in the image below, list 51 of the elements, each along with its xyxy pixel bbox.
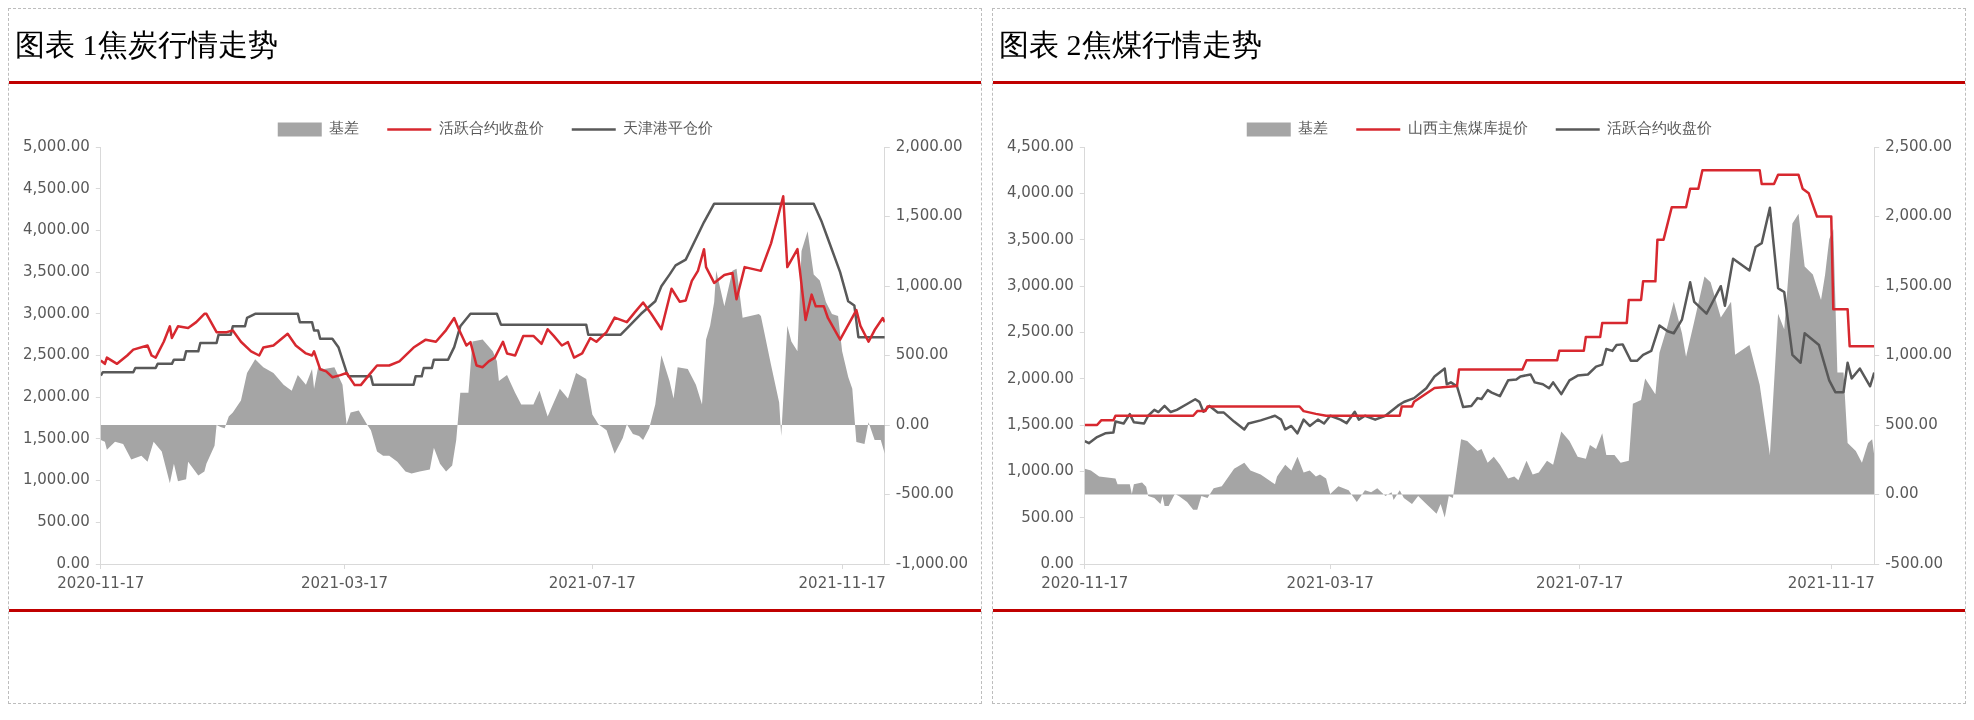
y-tick-label: 1,000.00 [1007,461,1074,480]
chart-title: 图表 2焦煤行情走势 [998,26,1263,63]
y-tick-label: 0.00 [1040,553,1074,572]
x-tick-label: 2021-07-17 [548,573,636,592]
y-tick-label: 4,000.00 [23,220,90,239]
legend-label: 基差 [1298,119,1329,138]
x-tick-label: 2021-07-17 [1536,573,1624,592]
y2-tick-label: 500.00 [1885,414,1938,433]
x-tick-label: 2021-11-17 [798,573,886,592]
y-tick-label: 4,000.00 [1007,183,1074,202]
y-tick-label: 0.00 [56,553,90,572]
x-tick-label: 2021-03-17 [1286,573,1374,592]
legend-label: 山西主焦煤库提价 [1407,119,1528,138]
x-tick-label: 2021-03-17 [300,573,389,592]
y-tick-label: 2,000.00 [1007,368,1074,387]
y-tick-label: 2,500.00 [23,345,90,364]
legend-label: 活跃合约收盘价 [1607,119,1713,138]
y-tick-label: 1,000.00 [23,470,90,489]
y-tick-label: 2,500.00 [1007,322,1074,341]
x-tick-label: 2020-11-17 [57,573,145,592]
y-tick-label: 5,000.00 [23,136,90,155]
y-tick-label: 3,500.00 [1007,229,1074,248]
y2-tick-label: 1,000.00 [1885,345,1952,364]
y-tick-label: 4,500.00 [1007,136,1074,155]
y2-tick-label: 2,000.00 [895,136,963,155]
y-tick-label: 3,500.00 [23,261,90,280]
y2-tick-label: 1,500.00 [895,206,963,225]
y2-tick-label: 1,500.00 [1885,275,1952,294]
y2-tick-label: 2,000.00 [1885,206,1952,225]
y-tick-label: 1,500.00 [23,428,90,447]
y-tick-label: 1,500.00 [1007,414,1074,433]
y2-tick-label: -500.00 [1885,553,1944,572]
y2-tick-label: -500.00 [895,484,954,503]
legend-label: 活跃合约收盘价 [438,119,544,138]
y2-tick-label: 500.00 [895,345,949,364]
x-tick-label: 2021-11-17 [1787,573,1875,592]
legend-label: 天津港平仓价 [623,119,714,138]
y-tick-label: 500.00 [37,512,90,531]
y-tick-label: 2,000.00 [23,387,90,406]
y-tick-label: 3,000.00 [23,303,90,322]
x-tick-label: 2020-11-17 [1041,573,1129,592]
y2-tick-label: -1,000.00 [895,553,969,572]
legend-label: 基差 [329,119,360,138]
y2-tick-label: 2,500.00 [1885,136,1952,155]
y2-tick-label: 0.00 [895,414,930,433]
chart-title: 图表 1焦炭行情走势 [14,26,279,63]
y-tick-label: 4,500.00 [23,178,90,197]
y2-tick-label: 0.00 [1885,484,1919,503]
y-tick-label: 500.00 [1021,507,1074,526]
y2-tick-label: 1,000.00 [895,275,963,294]
y-tick-label: 3,000.00 [1007,275,1074,294]
